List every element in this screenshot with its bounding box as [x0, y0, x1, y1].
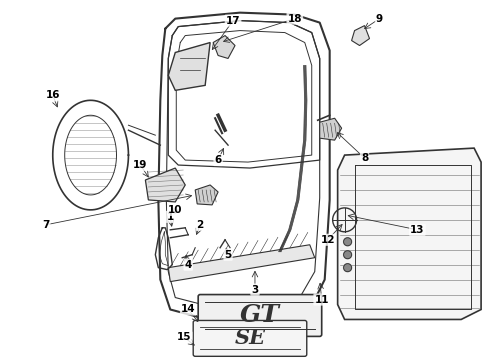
Text: 15: 15	[177, 332, 192, 342]
Polygon shape	[195, 185, 218, 205]
Text: 12: 12	[320, 235, 335, 245]
Text: 10: 10	[168, 205, 182, 215]
Text: SE: SE	[235, 328, 266, 348]
Text: 1: 1	[167, 212, 174, 222]
Text: 3: 3	[251, 284, 259, 294]
Text: 4: 4	[185, 260, 192, 270]
FancyBboxPatch shape	[198, 294, 322, 336]
Text: 18: 18	[288, 14, 302, 24]
Text: 16: 16	[46, 90, 60, 100]
Circle shape	[343, 238, 352, 246]
Text: 7: 7	[42, 220, 49, 230]
Text: 17: 17	[226, 15, 241, 26]
Text: 19: 19	[133, 160, 147, 170]
Polygon shape	[168, 42, 210, 90]
Polygon shape	[338, 148, 481, 319]
Polygon shape	[213, 36, 235, 58]
Circle shape	[343, 264, 352, 272]
Polygon shape	[319, 118, 342, 140]
Text: 5: 5	[224, 250, 232, 260]
Text: GT: GT	[240, 303, 280, 328]
Text: 13: 13	[410, 225, 424, 235]
Polygon shape	[146, 168, 185, 202]
Polygon shape	[168, 245, 315, 282]
Polygon shape	[352, 26, 369, 45]
Text: 14: 14	[181, 305, 196, 315]
Text: 9: 9	[376, 14, 383, 24]
Circle shape	[343, 251, 352, 259]
Text: 8: 8	[361, 153, 368, 163]
Text: 11: 11	[315, 294, 329, 305]
Text: 6: 6	[215, 155, 222, 165]
FancyBboxPatch shape	[193, 320, 307, 356]
Text: 2: 2	[196, 220, 204, 230]
